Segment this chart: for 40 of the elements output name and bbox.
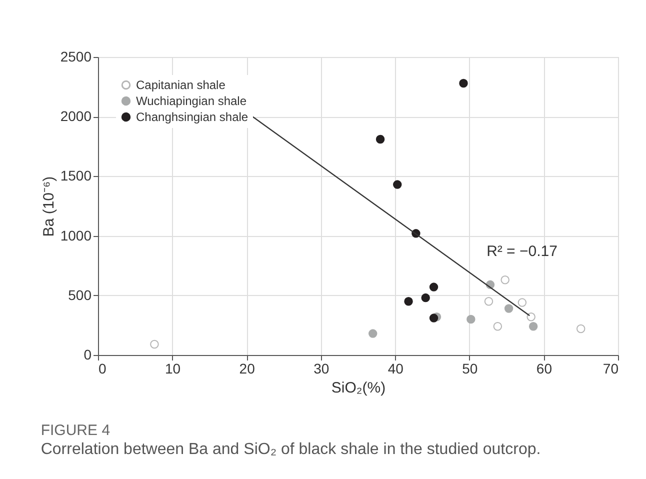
point <box>576 324 586 334</box>
y-tick-label: 0 <box>84 346 92 362</box>
text: FIGURE 4 <box>40 422 110 439</box>
x-tick-label: 0 <box>98 360 106 376</box>
x-tick-label: 50 <box>462 360 478 376</box>
legend-label: Changhsingian shale <box>136 110 248 124</box>
y-tick-label: 1000 <box>60 227 92 244</box>
point <box>368 329 378 338</box>
x-axis-title: SiO₂(%) <box>331 380 386 396</box>
annotation: R² = −0.17 <box>486 243 558 260</box>
legend-label: Wuchiapingian shale <box>136 94 247 108</box>
point <box>504 304 514 313</box>
x-tick-label: 40 <box>388 360 404 376</box>
x-tick-label: 10 <box>164 360 181 376</box>
y-tick-label: 2500 <box>60 48 92 64</box>
point <box>421 293 430 302</box>
point <box>518 298 527 307</box>
point <box>404 296 413 306</box>
x-tick-label: 30 <box>314 360 330 376</box>
y-tick-label: 1500 <box>60 168 92 184</box>
point <box>150 340 159 349</box>
point <box>429 314 438 322</box>
point <box>493 322 502 331</box>
point <box>429 282 438 292</box>
point <box>459 78 468 88</box>
point <box>466 314 476 324</box>
y-axis-title: Ba (10⁻⁶) <box>40 176 58 237</box>
x-tick-label: 70 <box>602 360 619 376</box>
y-tick-label: 2000 <box>60 108 92 124</box>
x-tick-label: 20 <box>239 360 256 376</box>
y-tick-label: 500 <box>68 286 92 303</box>
point <box>500 276 510 284</box>
point <box>528 322 538 331</box>
x-tick-label: 60 <box>536 360 552 376</box>
point <box>526 312 536 322</box>
point <box>376 134 385 144</box>
point <box>393 180 402 189</box>
point <box>484 296 494 306</box>
text: Correlation between Ba and SiO₂ of black shale in the studied outcrop. <box>40 441 541 458</box>
legend-label: Capitanian shale <box>136 78 226 92</box>
